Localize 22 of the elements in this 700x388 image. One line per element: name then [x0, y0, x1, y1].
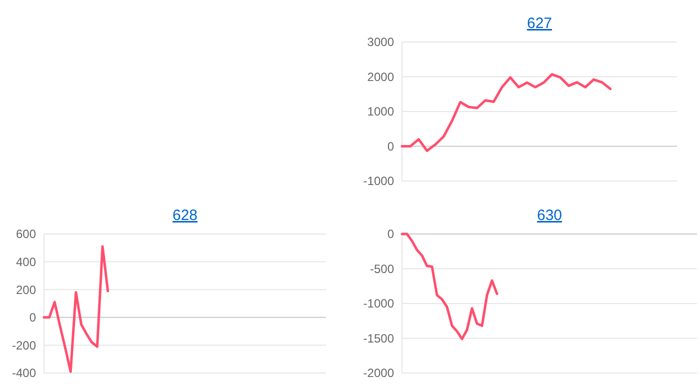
y-tick-label: -1000	[363, 174, 394, 188]
chart-title: 628	[172, 207, 198, 224]
y-tick-label: -1000	[363, 296, 394, 311]
line-series	[42, 245, 110, 373]
line-series	[400, 232, 498, 340]
chart-title: 627	[526, 15, 552, 32]
y-tick-label: -500	[370, 262, 394, 276]
y-tick-label: -2000	[363, 366, 394, 380]
y-tick-label: 400	[16, 255, 36, 269]
chart-title: 630	[536, 207, 562, 224]
y-tick-label: 0	[387, 139, 394, 154]
y-tick-label: 0	[387, 227, 394, 242]
y-tick-label: 2000	[367, 70, 394, 84]
y-tick-label: -200	[12, 338, 36, 352]
y-tick-label: 1000	[367, 104, 394, 119]
line-series	[400, 73, 612, 152]
y-tick-label: 3000	[367, 35, 394, 50]
y-tick-label: -400	[12, 366, 36, 380]
y-tick-label: -1500	[363, 331, 394, 346]
y-tick-label: 600	[16, 227, 36, 242]
y-tick-label: 200	[16, 282, 36, 297]
y-tick-label: 0	[29, 310, 36, 325]
